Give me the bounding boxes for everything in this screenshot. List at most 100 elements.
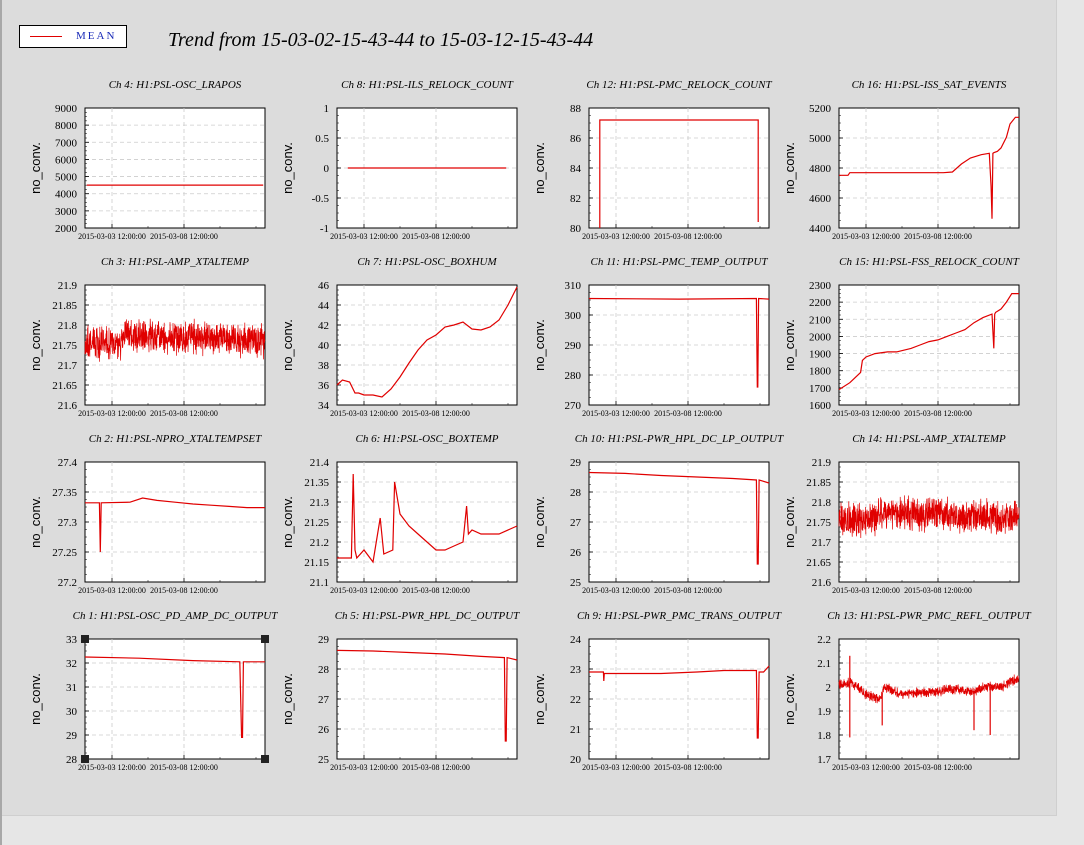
- y-axis-label: no_conv.: [280, 142, 295, 194]
- x-tick-label: 2015-03-03 12:00:00: [330, 232, 398, 241]
- chart-panel-3: Ch 12: H1:PSL-PMC_RELOCK_COUNT 80 82 84 86 88…: [532, 79, 772, 241]
- chart-panel-9: Ch 2: H1:PSL-NPRO_XTALTEMPSET 27.2 27.25 27…: [28, 433, 266, 595]
- x-tick-label: 2015-03-08 12:00:00: [904, 586, 972, 595]
- y-axis-label: no_conv.: [782, 319, 797, 371]
- y-tick-label: 21.2: [310, 537, 329, 549]
- x-tick-label: 2015-03-08 12:00:00: [402, 409, 470, 418]
- series-line: [839, 116, 1019, 219]
- y-axis-label: no_conv.: [782, 142, 797, 194]
- chart-title: Ch 12: H1:PSL-PMC_RELOCK_COUNT: [586, 79, 772, 91]
- y-tick-label: 29: [318, 634, 330, 646]
- chart-panel-10: Ch 6: H1:PSL-OSC_BOXTEMP 21.1 21.15 21.2 21.…: [280, 433, 518, 595]
- y-tick-label: 20: [570, 754, 582, 766]
- x-tick-label: 2015-03-03 12:00:00: [330, 409, 398, 418]
- y-tick-label: 2300: [809, 280, 832, 292]
- y-tick-label: 4400: [809, 223, 832, 235]
- y-tick-label: 31: [66, 682, 77, 694]
- y-tick-label: 27.2: [58, 577, 77, 589]
- legend-line-swatch: [30, 36, 62, 37]
- y-tick-label: 21.35: [304, 477, 329, 489]
- y-tick-label: 8000: [55, 120, 78, 132]
- y-tick-label: 21.65: [52, 380, 77, 392]
- y-tick-label: -0.5: [312, 193, 330, 205]
- y-tick-label: 44: [318, 300, 330, 312]
- y-tick-label: 1800: [809, 366, 832, 378]
- legend-label: MEAN: [76, 30, 117, 42]
- x-tick-label: 2015-03-03 12:00:00: [582, 586, 650, 595]
- series-line: [336, 286, 518, 398]
- x-tick-label: 2015-03-08 12:00:00: [654, 232, 722, 241]
- y-tick-label: 88: [570, 103, 582, 115]
- y-tick-label: 21.85: [52, 300, 77, 312]
- plot-area: [84, 638, 266, 760]
- x-tick-label: 2015-03-08 12:00:00: [654, 763, 722, 772]
- series-line: [838, 293, 1019, 391]
- y-axis-label: no_conv.: [28, 142, 43, 194]
- y-tick-label: 2200: [809, 297, 832, 309]
- y-tick-label: 21.8: [58, 320, 78, 332]
- y-tick-label: 84: [570, 163, 582, 175]
- left-border: [0, 0, 2, 845]
- y-tick-label: 300: [565, 310, 582, 322]
- y-axis-label: no_conv.: [532, 142, 547, 194]
- x-tick-label: 2015-03-03 12:00:00: [832, 763, 900, 772]
- x-tick-label: 2015-03-03 12:00:00: [78, 586, 146, 595]
- x-tick-label: 2015-03-08 12:00:00: [904, 763, 972, 772]
- y-tick-label: 36: [318, 380, 330, 392]
- chart-panel-4: Ch 16: H1:PSL-ISS_SAT_EVENTS 4400 4600 4800…: [782, 79, 1020, 241]
- y-tick-label: 21.15: [304, 557, 329, 569]
- x-tick-label: 2015-03-03 12:00:00: [832, 586, 900, 595]
- series-line: [85, 497, 265, 553]
- x-tick-label: 2015-03-08 12:00:00: [904, 232, 972, 241]
- y-tick-label: 2: [826, 682, 832, 694]
- x-tick-label: 2015-03-08 12:00:00: [150, 586, 218, 595]
- y-tick-label: 0.5: [315, 133, 329, 145]
- y-tick-label: 1700: [809, 383, 832, 395]
- y-tick-label: 2.1: [817, 658, 831, 670]
- series-line: [337, 473, 518, 564]
- x-tick-label: 2015-03-08 12:00:00: [402, 586, 470, 595]
- y-tick-label: 82: [570, 193, 581, 205]
- chart-title: Ch 14: H1:PSL-AMP_XTALTEMP: [852, 433, 1006, 445]
- y-tick-label: 25: [570, 577, 582, 589]
- y-tick-label: 21.75: [806, 517, 831, 529]
- x-tick-label: 2015-03-03 12:00:00: [330, 586, 398, 595]
- series-line: [588, 471, 770, 565]
- selection-handle: [261, 755, 269, 763]
- y-tick-label: 25: [318, 754, 330, 766]
- chart-title: Ch 15: H1:PSL-FSS_RELOCK_COUNT: [839, 256, 1020, 268]
- x-tick-label: 2015-03-08 12:00:00: [402, 232, 470, 241]
- y-tick-label: 46: [318, 280, 330, 292]
- y-tick-label: 4600: [809, 193, 832, 205]
- y-axis-label: no_conv.: [532, 673, 547, 725]
- y-axis-label: no_conv.: [532, 319, 547, 371]
- chart-title: Ch 11: H1:PSL-PMC_TEMP_OUTPUT: [590, 256, 768, 268]
- y-tick-label: 21.4: [310, 457, 330, 469]
- y-tick-label: 30: [66, 706, 78, 718]
- y-tick-label: 27.3: [58, 517, 78, 529]
- y-tick-label: 21.7: [812, 537, 832, 549]
- y-tick-label: 42: [318, 320, 329, 332]
- y-tick-label: 28: [570, 487, 582, 499]
- y-tick-label: 2.2: [817, 634, 831, 646]
- chart-title: Ch 5: H1:PSL-PWR_HPL_DC_OUTPUT: [335, 610, 520, 622]
- y-tick-label: 40: [318, 340, 330, 352]
- chart-panel-6: Ch 7: H1:PSL-OSC_BOXHUM 34 36 38 40 42 44 46 201…: [280, 256, 518, 418]
- y-tick-label: 1.7: [817, 754, 831, 766]
- y-axis-label: no_conv.: [280, 673, 295, 725]
- series-line: [84, 318, 266, 362]
- y-tick-label: 5000: [809, 133, 832, 145]
- y-tick-label: 21.65: [806, 557, 831, 569]
- y-tick-label: 33: [66, 634, 78, 646]
- x-tick-label: 2015-03-03 12:00:00: [78, 409, 146, 418]
- y-tick-label: 22: [570, 694, 581, 706]
- chart-panel-15: Ch 9: H1:PSL-PWR_PMC_TRANS_OUTPUT 20 21 22 2…: [532, 610, 782, 772]
- y-tick-label: -1: [320, 223, 329, 235]
- series-line: [588, 297, 770, 388]
- chart-title: Ch 8: H1:PSL-ILS_RELOCK_COUNT: [341, 79, 514, 91]
- page-title: Trend from 15-03-02-15-43-44 to 15-03-12…: [168, 29, 594, 51]
- y-tick-label: 80: [570, 223, 582, 235]
- selection-handle: [261, 635, 269, 643]
- y-tick-label: 7000: [55, 137, 78, 149]
- chart-panel-13: Ch 1: H1:PSL-OSC_PD_AMP_DC_OUTPUT 28 29 30 3…: [28, 610, 278, 772]
